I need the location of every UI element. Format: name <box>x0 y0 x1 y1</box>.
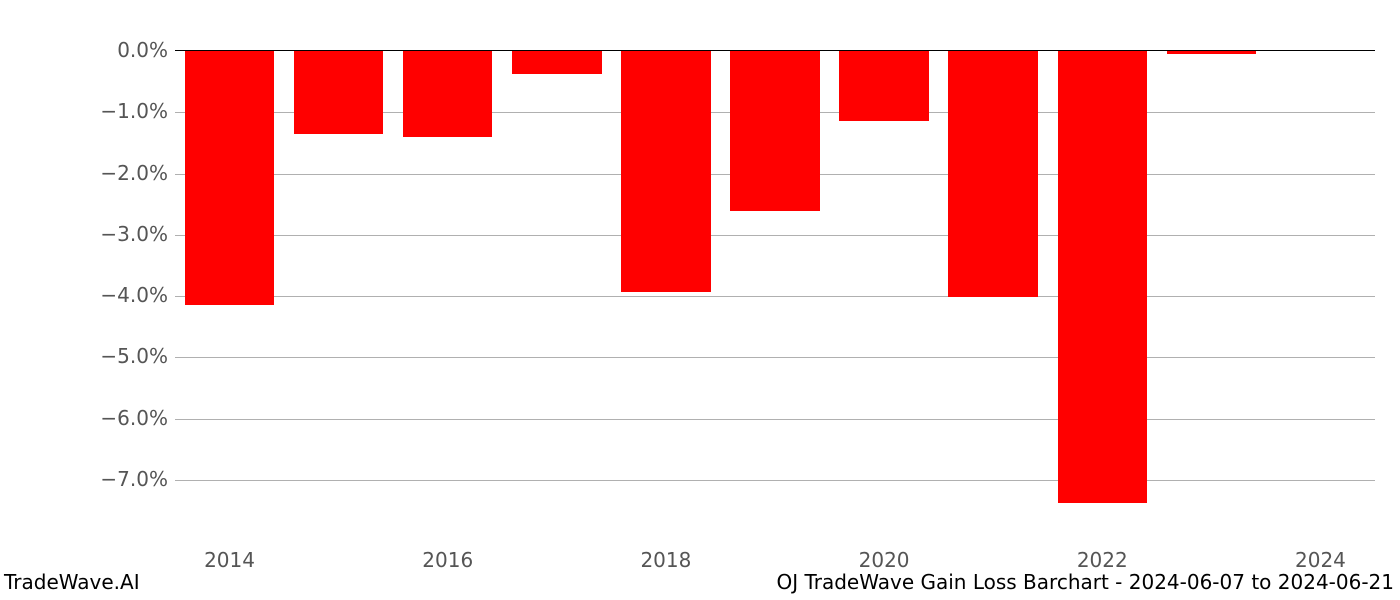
x-tick-label: 2022 <box>1077 548 1128 572</box>
x-tick-label: 2020 <box>859 548 910 572</box>
x-tick-label: 2016 <box>422 548 473 572</box>
plot-area <box>175 50 1375 540</box>
y-tick-label: −1.0% <box>100 99 168 123</box>
y-tick-label: −7.0% <box>100 467 168 491</box>
bar <box>621 51 710 292</box>
x-tick-label: 2024 <box>1295 548 1346 572</box>
bar <box>1058 51 1147 503</box>
x-tick-label: 2014 <box>204 548 255 572</box>
bar <box>512 51 601 74</box>
gridline <box>175 357 1375 358</box>
bar <box>730 51 819 211</box>
bar <box>185 51 274 305</box>
footer-left-text: TradeWave.AI <box>4 570 140 594</box>
y-tick-label: −3.0% <box>100 222 168 246</box>
bar <box>948 51 1037 297</box>
y-tick-label: −4.0% <box>100 283 168 307</box>
y-tick-label: −5.0% <box>100 344 168 368</box>
bar <box>294 51 383 134</box>
y-tick-label: −6.0% <box>100 406 168 430</box>
chart-container <box>175 50 1375 540</box>
y-tick-label: −2.0% <box>100 161 168 185</box>
gridline <box>175 480 1375 481</box>
bar <box>1167 51 1256 54</box>
y-tick-label: 0.0% <box>117 38 168 62</box>
x-tick-label: 2018 <box>640 548 691 572</box>
gridline <box>175 296 1375 297</box>
footer-right-text: OJ TradeWave Gain Loss Barchart - 2024-0… <box>776 570 1394 594</box>
gridline <box>175 235 1375 236</box>
bar <box>839 51 928 121</box>
bar <box>403 51 492 137</box>
gridline <box>175 419 1375 420</box>
